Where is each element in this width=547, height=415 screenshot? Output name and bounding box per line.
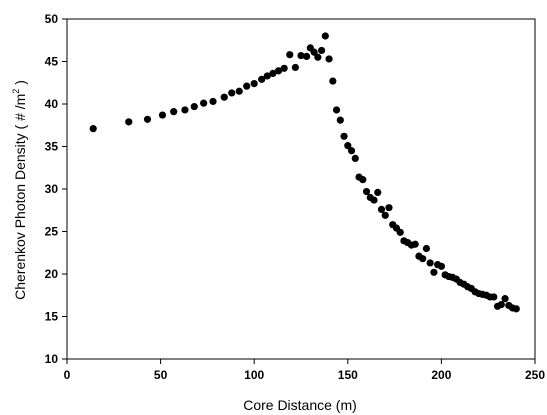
data-point [200, 99, 208, 107]
data-point [497, 301, 505, 309]
data-point [228, 89, 236, 97]
y-tick-label: 30 [45, 182, 59, 196]
y-tick-label: 15 [45, 310, 59, 324]
data-point [314, 53, 322, 61]
plot-frame [66, 18, 536, 360]
data-point [220, 93, 228, 101]
y-tick-label: 35 [45, 140, 59, 154]
y-axis-title-end: ) [12, 80, 28, 89]
data-point [274, 67, 283, 75]
data-point [437, 262, 445, 270]
data-point [347, 147, 356, 155]
y-tick-label: 40 [45, 97, 59, 111]
data-point [158, 111, 167, 119]
data-point [325, 55, 333, 63]
data-point [303, 52, 311, 61]
data-point [370, 196, 378, 204]
data-point [411, 240, 419, 248]
data-point [329, 77, 337, 85]
x-tick-label: 0 [64, 368, 71, 382]
y-tick-label: 10 [45, 352, 59, 366]
data-point [430, 268, 438, 276]
data-point [396, 228, 404, 236]
data-point [297, 51, 305, 60]
data-point [125, 118, 133, 126]
data-point [263, 72, 271, 80]
data-point [89, 125, 97, 133]
data-point [321, 32, 329, 40]
data-point [286, 51, 294, 59]
data-point [181, 106, 189, 114]
data-point [243, 82, 251, 90]
data-point [235, 87, 243, 95]
data-point [291, 63, 299, 72]
data-point [374, 188, 382, 196]
data-point [317, 46, 326, 55]
data-point [344, 142, 352, 150]
data-point [490, 293, 498, 301]
data-point [250, 80, 258, 88]
data-point [359, 176, 367, 184]
y-axis-title: Cherenkov Photon Density ( # /m2 ) [11, 80, 28, 300]
data-point [310, 48, 318, 56]
data-point [336, 116, 344, 124]
y-tick-label: 20 [45, 267, 59, 281]
data-point [280, 64, 288, 72]
data-point [143, 115, 152, 123]
y-tick-label: 45 [45, 55, 59, 69]
y-tick-label: 25 [45, 225, 59, 239]
data-point [190, 102, 198, 111]
x-tick-label: 100 [244, 368, 264, 382]
data-point [362, 187, 371, 196]
y-axis-title-superscript: 2 [11, 89, 21, 94]
data-point [512, 305, 520, 313]
x-axis-title: Core Distance (m) [243, 397, 357, 413]
plot-area: 0 50 100 150 200 250 10 15 20 25 30 35 40 45 50 [45, 12, 546, 382]
x-tick-label: 150 [338, 368, 358, 382]
x-tick-label: 50 [154, 368, 168, 382]
x-tick-label: 200 [431, 368, 451, 382]
y-axis-title-main: Cherenkov Photon Density ( # /m [12, 94, 28, 300]
data-point [170, 108, 178, 116]
x-tick-label: 250 [525, 368, 545, 382]
data-point [419, 255, 427, 263]
data-point [332, 106, 341, 114]
data-point [377, 205, 386, 213]
data-point [209, 97, 217, 106]
data-point [501, 295, 509, 303]
data-point [269, 69, 277, 77]
data-point [351, 154, 359, 162]
data-point [385, 204, 393, 212]
data-point [340, 132, 348, 140]
data-point [422, 244, 431, 253]
data-point [426, 259, 434, 267]
data-point [258, 75, 266, 83]
data-point [381, 211, 389, 219]
y-tick-label: 50 [45, 12, 59, 26]
